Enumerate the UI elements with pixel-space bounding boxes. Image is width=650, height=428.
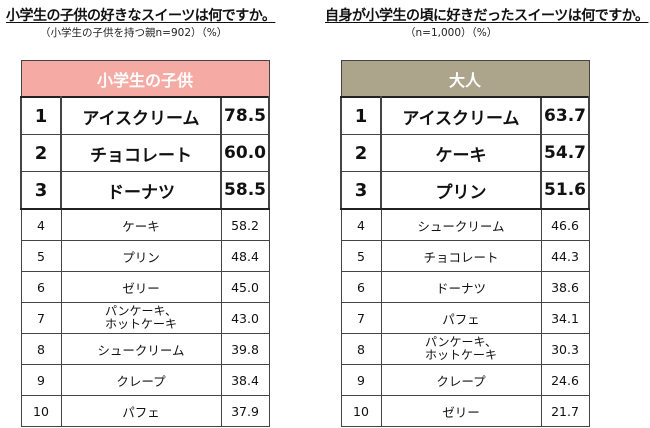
left-subheading: （小学生の子供を持つ親n=902）（%） [40,27,228,39]
item-cell: プリン [380,171,542,210]
table-row: 9 クレープ 38.4 [20,364,270,396]
item-line-2: ホットケーキ [104,317,177,331]
right-heading: 自身が小学生の頃に好きだったスイーツは何ですか。 [325,8,649,24]
percent-cell: 30.3 [540,333,590,365]
rank-cell: 1 [20,96,62,135]
table-row: 5 チョコレート 44.3 [340,240,590,272]
left-heading: 小学生の子供の好きなスイーツは何ですか。 [6,8,276,24]
rank-cell: 6 [20,271,62,303]
rank-cell: 4 [340,208,382,241]
rank-cell: 8 [20,333,62,365]
percent-cell: 34.1 [540,302,590,334]
rank-cell: 3 [20,171,62,210]
item-cell: パフェ [60,395,222,427]
rank-cell: 9 [20,364,62,396]
table-row: 4 ケーキ 58.2 [20,208,270,241]
item-cell: ケーキ [60,208,222,241]
percent-cell: 51.6 [539,171,591,210]
rank-cell: 2 [20,134,62,172]
table-row: 2 ケーキ 54.7 [340,134,591,172]
table-row: 6 ゼリー 45.0 [20,271,270,303]
item-line-2: ホットケーキ [424,348,497,362]
table-row: 9 クレープ 24.6 [340,364,590,396]
item-cell: パンケーキ、 ホットケーキ [60,302,222,334]
percent-cell: 60.0 [219,134,271,172]
percent-cell: 39.8 [220,333,270,365]
item-line-1: パンケーキ、 [424,335,498,349]
rank-cell: 1 [340,96,382,135]
percent-cell: 44.3 [540,240,590,272]
item-cell: シュークリーム [380,208,542,241]
item-cell: アイスクリーム [60,96,222,135]
percent-cell: 43.0 [220,302,270,334]
percent-cell: 21.7 [540,395,590,427]
table-row: 10 パフェ 37.9 [20,395,270,427]
rank-cell: 7 [20,302,62,334]
table-row: 2 チョコレート 60.0 [20,134,271,172]
item-line-1: パンケーキ、 [104,304,178,318]
rank-cell: 10 [340,395,382,427]
item-cell: ドーナツ [380,271,542,303]
percent-cell: 46.6 [540,208,590,241]
rank-cell: 8 [340,333,382,365]
table-row: 7 パフェ 34.1 [340,302,590,334]
item-cell: ケーキ [380,134,542,172]
rank-cell: 5 [340,240,382,272]
item-cell: チョコレート [380,240,542,272]
table-row: 8 パンケーキ、 ホットケーキ 30.3 [340,333,590,365]
percent-cell: 54.7 [539,134,591,172]
table-row: 3 プリン 51.6 [340,171,591,210]
right-subheading: （n=1,000）（%） [405,27,498,39]
table-row: 5 プリン 48.4 [20,240,270,272]
percent-cell: 58.2 [220,208,270,241]
percent-cell: 63.7 [539,96,591,135]
item-cell: パンケーキ、 ホットケーキ [380,333,542,365]
table-header: 小学生の子供 [20,60,270,98]
percent-cell: 58.5 [219,171,271,210]
item-cell: チョコレート [60,134,222,172]
table-row: 7 パンケーキ、 ホットケーキ 43.0 [20,302,270,334]
table-row: 1 アイスクリーム 63.7 [340,96,591,135]
rank-cell: 9 [340,364,382,396]
percent-cell: 78.5 [219,96,271,135]
rank-cell: 7 [340,302,382,334]
table-row: 10 ゼリー 21.7 [340,395,590,427]
table-row: 1 アイスクリーム 78.5 [20,96,271,135]
item-cell: クレープ [380,364,542,396]
percent-cell: 24.6 [540,364,590,396]
item-cell: ゼリー [60,271,222,303]
table-header: 大人 [340,60,590,98]
rank-cell: 6 [340,271,382,303]
table-row: 4 シュークリーム 46.6 [340,208,590,241]
rank-cell: 4 [20,208,62,241]
rank-cell: 2 [340,134,382,172]
percent-cell: 48.4 [220,240,270,272]
adults-ranking-table: 大人 1 アイスクリーム 63.7 2 ケーキ 54.7 3 プリン 51.6 … [340,60,591,427]
item-cell: アイスクリーム [380,96,542,135]
item-cell: プリン [60,240,222,272]
item-cell: ドーナツ [60,171,222,210]
table-row: 8 シュークリーム 39.8 [20,333,270,365]
item-cell: シュークリーム [60,333,222,365]
rank-cell: 10 [20,395,62,427]
children-ranking-table: 小学生の子供 1 アイスクリーム 78.5 2 チョコレート 60.0 3 ドー… [20,60,271,427]
rank-cell: 3 [340,171,382,210]
item-cell: ゼリー [380,395,542,427]
item-cell: パフェ [380,302,542,334]
table-row: 3 ドーナツ 58.5 [20,171,271,210]
percent-cell: 45.0 [220,271,270,303]
percent-cell: 38.4 [220,364,270,396]
item-cell: クレープ [60,364,222,396]
table-row: 6 ドーナツ 38.6 [340,271,590,303]
rank-cell: 5 [20,240,62,272]
percent-cell: 38.6 [540,271,590,303]
percent-cell: 37.9 [220,395,270,427]
